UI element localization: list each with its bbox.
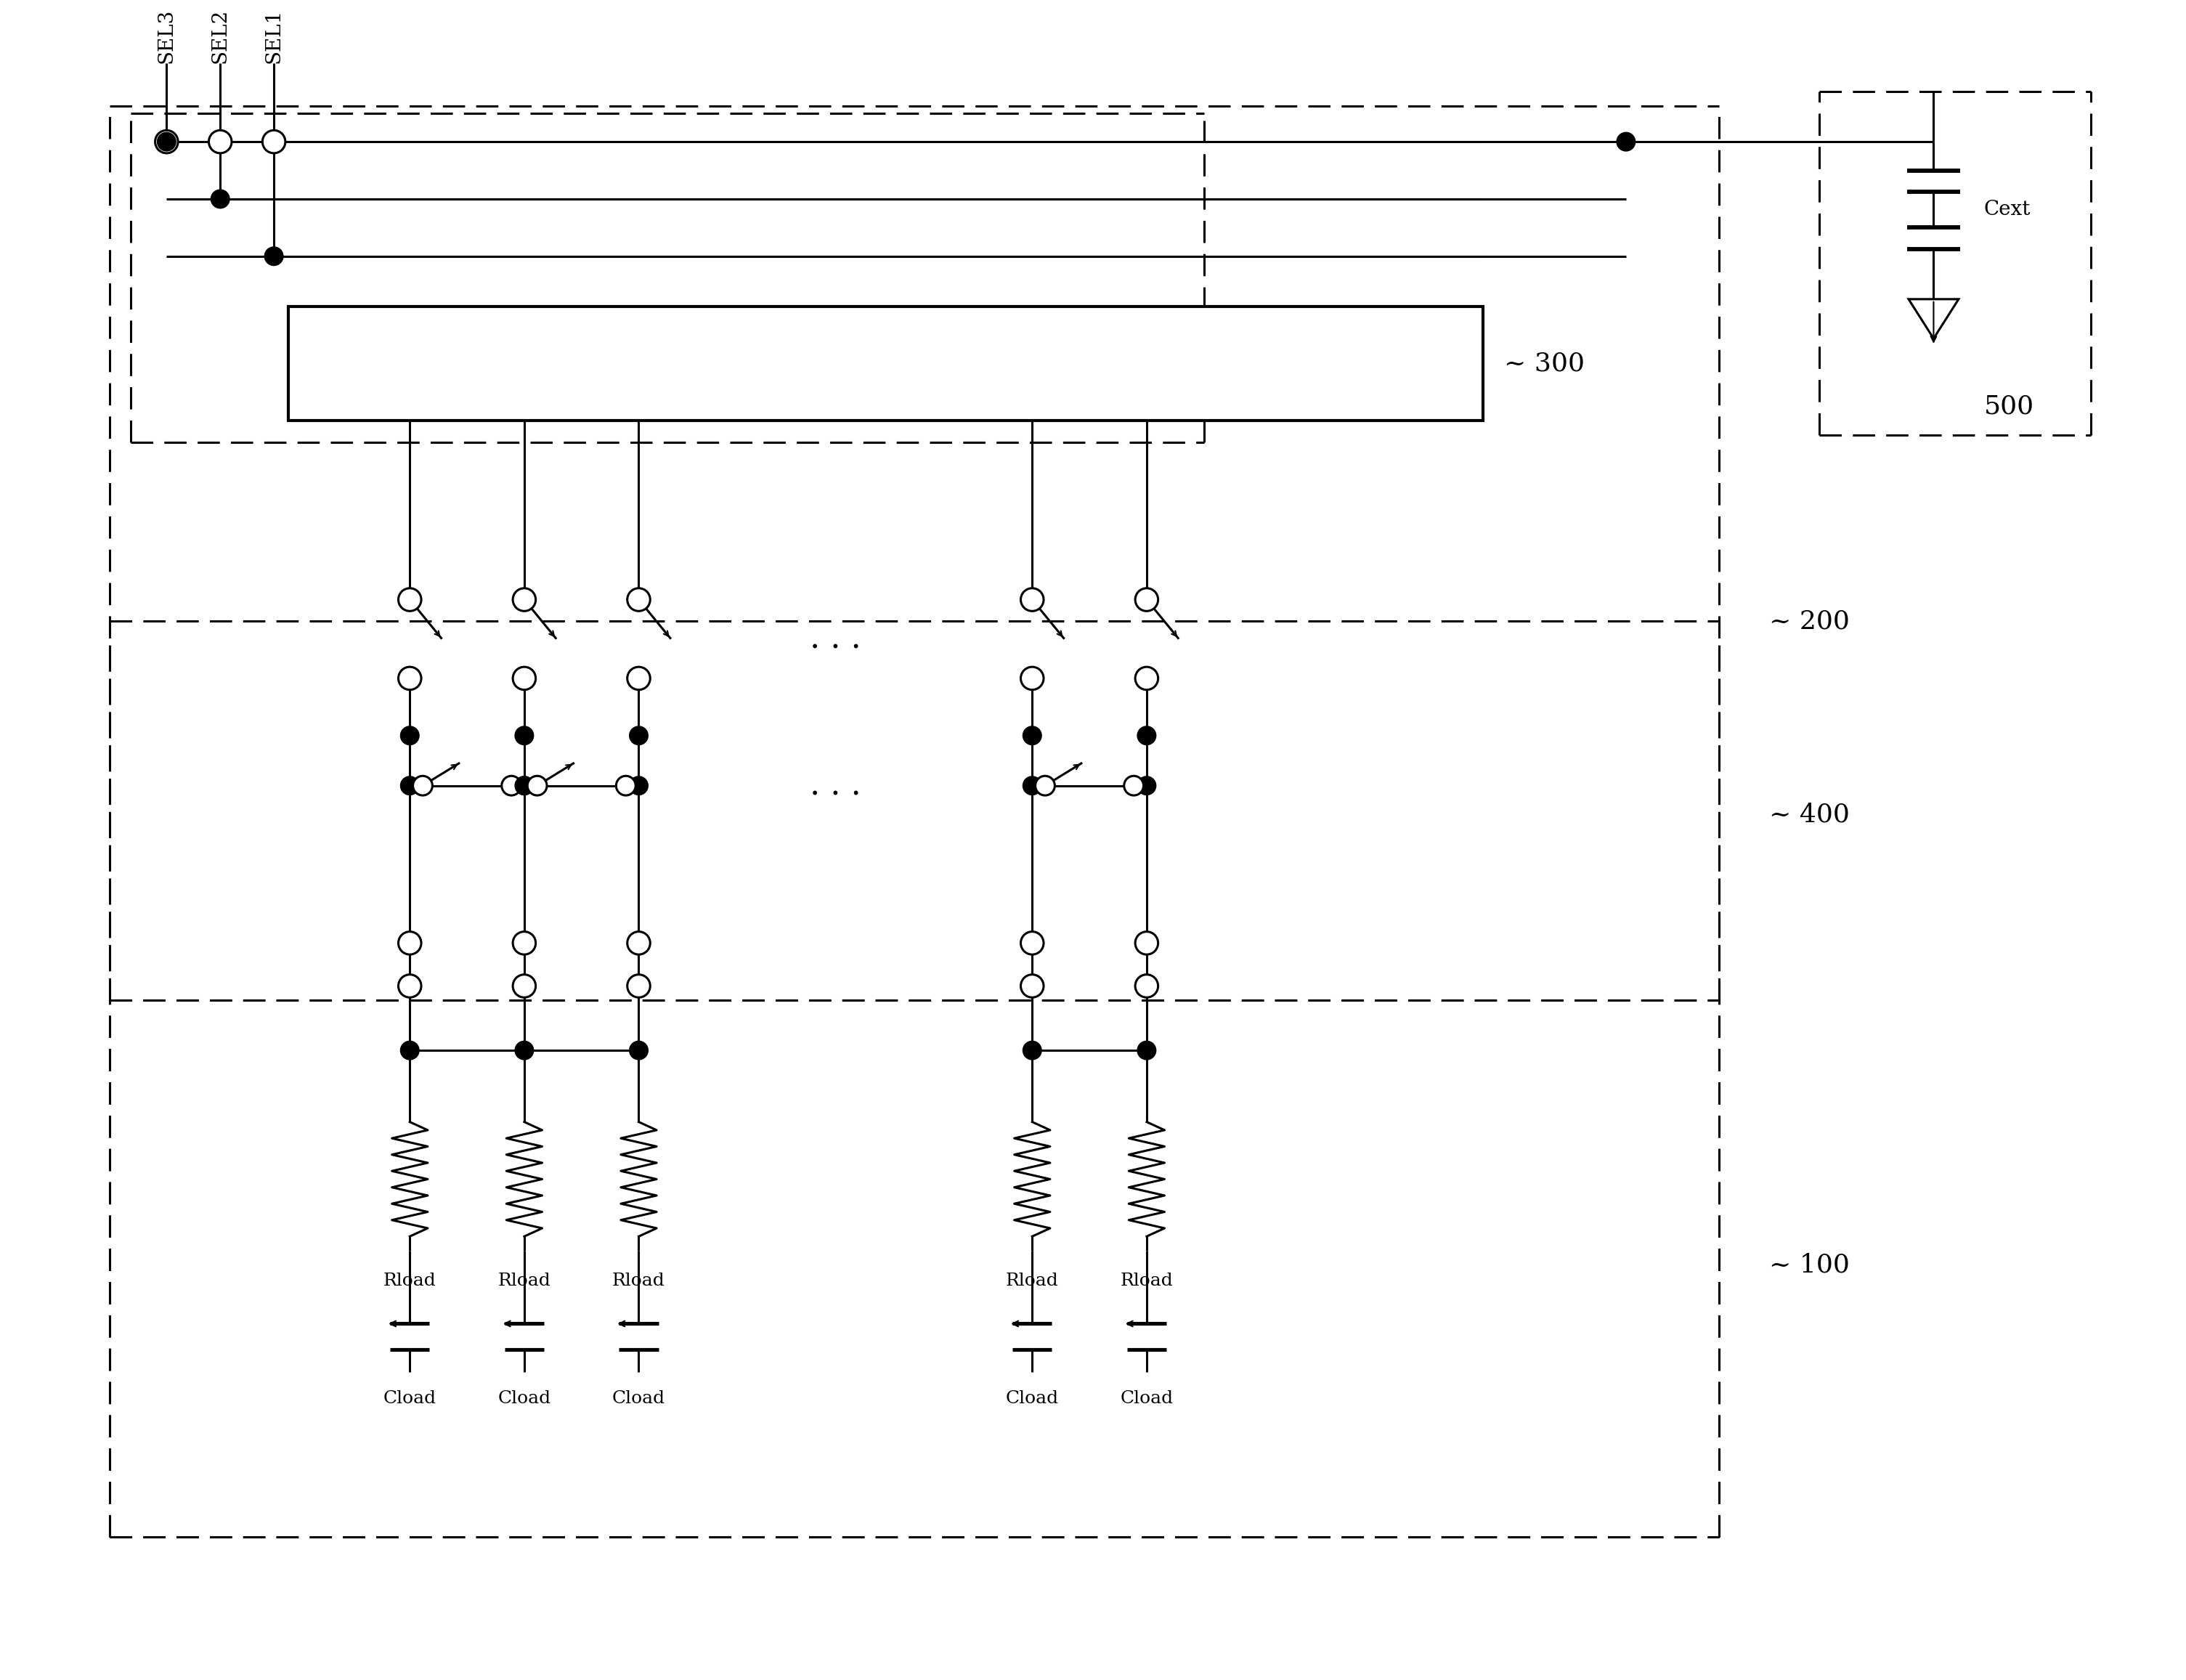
- Circle shape: [1021, 667, 1043, 690]
- Text: Rload: Rload: [1006, 1272, 1058, 1289]
- Circle shape: [627, 932, 649, 954]
- Circle shape: [398, 588, 422, 612]
- Circle shape: [1137, 1042, 1156, 1060]
- Bar: [289, 306, 1482, 420]
- Text: SEL1: SEL1: [265, 8, 284, 64]
- Circle shape: [210, 190, 230, 208]
- Text: Rload: Rload: [383, 1272, 437, 1289]
- Circle shape: [210, 131, 232, 153]
- Text: Cload: Cload: [498, 1391, 551, 1406]
- Circle shape: [627, 588, 649, 612]
- Text: ~ 200: ~ 200: [1768, 608, 1849, 633]
- Circle shape: [1618, 133, 1635, 151]
- Circle shape: [262, 131, 286, 153]
- Circle shape: [1021, 588, 1043, 612]
- Circle shape: [398, 667, 422, 690]
- Circle shape: [265, 247, 284, 265]
- Text: SEL3: SEL3: [157, 8, 177, 64]
- Circle shape: [627, 667, 649, 690]
- Text: Rload: Rload: [498, 1272, 551, 1289]
- Circle shape: [1023, 776, 1041, 795]
- Circle shape: [157, 133, 175, 151]
- Circle shape: [516, 726, 533, 744]
- Circle shape: [630, 1042, 647, 1060]
- Circle shape: [1023, 726, 1041, 744]
- Circle shape: [1135, 667, 1159, 690]
- Circle shape: [514, 588, 536, 612]
- Circle shape: [1021, 932, 1043, 954]
- Circle shape: [616, 776, 636, 795]
- Text: ~ 400: ~ 400: [1768, 801, 1849, 827]
- Circle shape: [400, 726, 420, 744]
- Text: Cload: Cload: [1006, 1391, 1058, 1406]
- Circle shape: [1023, 1042, 1041, 1060]
- Text: Cload: Cload: [383, 1391, 437, 1406]
- Text: . . .: . . .: [809, 623, 861, 655]
- Circle shape: [1021, 974, 1043, 998]
- Text: ~ 100: ~ 100: [1768, 1253, 1849, 1277]
- Text: source driver: source driver: [776, 348, 995, 380]
- Text: Cload: Cload: [612, 1391, 665, 1406]
- Text: Cext: Cext: [1983, 200, 2031, 220]
- Text: SEL2: SEL2: [210, 8, 230, 64]
- Text: Cload: Cload: [1119, 1391, 1174, 1406]
- Circle shape: [400, 776, 420, 795]
- Text: Rload: Rload: [612, 1272, 665, 1289]
- Text: 500: 500: [1983, 395, 2033, 418]
- Circle shape: [400, 1042, 420, 1060]
- Circle shape: [514, 932, 536, 954]
- Text: Rload: Rload: [1119, 1272, 1174, 1289]
- Circle shape: [514, 974, 536, 998]
- Circle shape: [155, 131, 177, 153]
- Circle shape: [630, 776, 647, 795]
- Circle shape: [1137, 726, 1156, 744]
- Circle shape: [1137, 776, 1156, 795]
- Circle shape: [1124, 776, 1143, 795]
- Text: . . .: . . .: [809, 769, 861, 801]
- Circle shape: [516, 776, 533, 795]
- Circle shape: [398, 932, 422, 954]
- Circle shape: [516, 776, 533, 795]
- Circle shape: [514, 667, 536, 690]
- Circle shape: [627, 974, 649, 998]
- Circle shape: [527, 776, 546, 795]
- Circle shape: [1135, 588, 1159, 612]
- Circle shape: [413, 776, 433, 795]
- Circle shape: [398, 974, 422, 998]
- Circle shape: [1135, 974, 1159, 998]
- Circle shape: [501, 776, 520, 795]
- Text: ~ 300: ~ 300: [1504, 351, 1585, 376]
- Circle shape: [1036, 776, 1056, 795]
- Circle shape: [630, 726, 647, 744]
- Circle shape: [1135, 932, 1159, 954]
- Circle shape: [516, 1042, 533, 1060]
